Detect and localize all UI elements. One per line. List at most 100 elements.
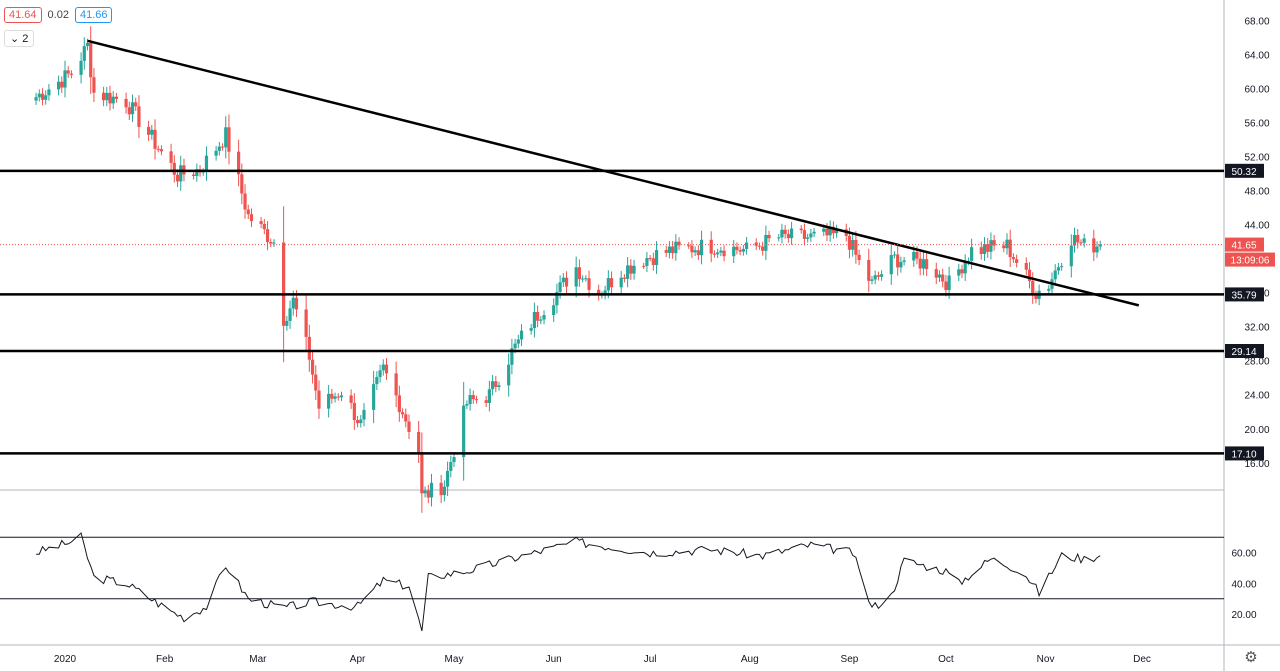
candle-body — [484, 400, 488, 403]
time-tick-label: Dec — [1133, 654, 1151, 665]
candle-body — [327, 393, 331, 409]
candle-body — [1011, 257, 1016, 260]
candle-body — [397, 395, 401, 413]
candle-body — [529, 328, 533, 331]
candle-body — [452, 457, 456, 463]
candle-body — [507, 364, 511, 386]
gear-icon[interactable]: ⚙ — [1244, 649, 1258, 666]
candle-body — [892, 254, 897, 256]
candle-body — [632, 265, 636, 274]
candle-body — [941, 274, 945, 282]
candle-body — [603, 290, 607, 295]
candle-body — [626, 265, 630, 279]
candle-body — [85, 42, 90, 47]
candle-body — [63, 70, 67, 88]
candle-body — [1005, 239, 1009, 249]
candle-body — [587, 278, 591, 290]
candle-body — [227, 127, 231, 152]
ohlc-legend: 41.64 0.02 41.66 — [4, 7, 113, 23]
candle-body — [597, 289, 601, 296]
candle-body — [220, 146, 225, 148]
candle-body — [1024, 262, 1028, 270]
candle-body — [709, 239, 713, 254]
candle-body — [442, 486, 446, 496]
candle-body — [101, 92, 106, 101]
candle-body — [420, 452, 424, 494]
price-tick-label: 28.00 — [1244, 357, 1269, 368]
level-price-label: 35.79 — [1231, 290, 1256, 301]
candle-body — [1082, 238, 1086, 243]
legend-change: 0.02 — [47, 9, 69, 21]
candle-body — [265, 229, 270, 243]
candle-body — [105, 92, 109, 101]
candle-body — [536, 311, 540, 321]
candle-body — [899, 261, 903, 268]
candle-body — [417, 431, 421, 453]
candle-body — [89, 42, 93, 78]
candle-body — [1053, 270, 1057, 280]
candle-body — [934, 269, 938, 278]
candle-body — [925, 259, 929, 270]
rsi-tick-label: 40.00 — [1231, 579, 1256, 590]
candle-body — [674, 241, 678, 254]
candle-body — [243, 193, 247, 210]
candle-body — [426, 490, 430, 498]
candle-body — [809, 233, 813, 238]
indicator-count: 2 — [22, 33, 29, 45]
candle-body — [1034, 295, 1038, 299]
candle-body — [490, 381, 495, 390]
candle-body — [127, 107, 131, 115]
candle-body — [1015, 259, 1019, 263]
candle-body — [1069, 245, 1073, 267]
candle-body — [124, 98, 128, 108]
candle-body — [677, 241, 681, 246]
candle-body — [330, 393, 334, 399]
price-tick-label: 48.00 — [1244, 187, 1269, 198]
candle-body — [532, 311, 536, 329]
candle-body — [789, 228, 794, 239]
candle-body — [780, 229, 784, 238]
candle-body — [394, 373, 398, 396]
candle-body — [1095, 246, 1099, 253]
candle-body — [474, 399, 479, 401]
candle-body — [854, 239, 858, 255]
candle-body — [114, 96, 119, 99]
candle-body — [153, 129, 157, 149]
candle-body — [777, 237, 781, 239]
price-tick-label: 60.00 — [1244, 84, 1269, 95]
candle-body — [404, 414, 408, 422]
candle-body — [159, 149, 164, 152]
candle-body — [912, 251, 916, 261]
price-tick-label: 64.00 — [1244, 50, 1269, 61]
candle-body — [240, 174, 244, 194]
candle-body — [867, 260, 871, 281]
candle-body — [741, 248, 745, 252]
candle-body — [812, 231, 816, 234]
level-price-tag — [1225, 287, 1264, 302]
candle-body — [963, 261, 967, 274]
candle-body — [921, 259, 926, 269]
candle-body — [1079, 242, 1083, 244]
price-tick-label: 44.00 — [1244, 221, 1269, 232]
candle-body — [214, 150, 218, 156]
candle-body — [288, 308, 292, 321]
rsi-line — [36, 532, 1101, 632]
candle-body — [60, 81, 64, 88]
collapse-indicators-button[interactable]: ⌄ 2 — [4, 30, 35, 47]
candle-body — [896, 254, 900, 268]
candle-body — [799, 228, 803, 231]
candle-body — [130, 102, 135, 115]
candle-body — [690, 245, 694, 253]
candle-body — [510, 348, 514, 365]
candle-body — [648, 258, 652, 260]
level-price-tag — [1225, 163, 1264, 178]
candle-body — [561, 277, 565, 283]
candle-body — [439, 482, 443, 496]
candle-body — [825, 228, 829, 236]
legend-close: 41.66 — [74, 7, 113, 23]
countdown-label: 13:09:06 — [1231, 256, 1270, 267]
candle-body — [880, 274, 884, 277]
candle-body — [310, 359, 315, 375]
